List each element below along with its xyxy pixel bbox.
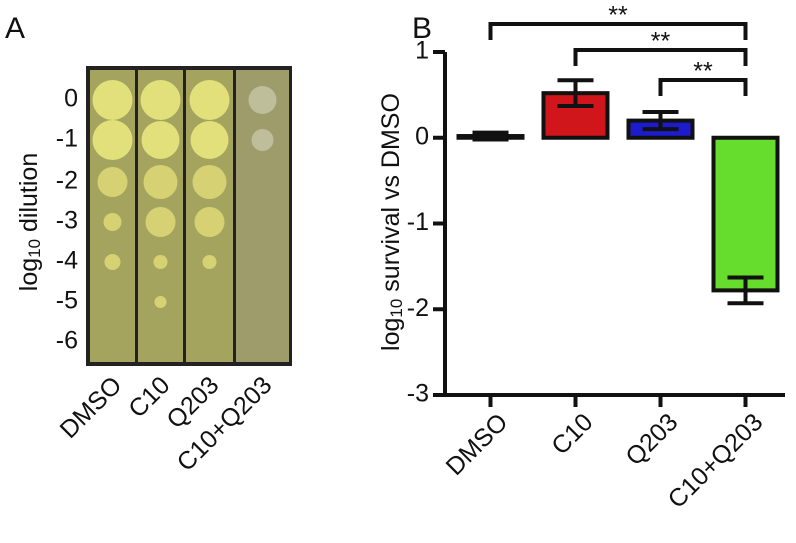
bar: [711, 135, 780, 293]
y-tick-label: 1: [415, 37, 429, 65]
panel-label: B: [412, 12, 432, 45]
column-label: DMSO: [55, 371, 128, 444]
dilution-label: -1: [56, 125, 78, 153]
colony-spot: [140, 80, 181, 120]
colony-spot: [192, 165, 227, 199]
colony-spot: [141, 121, 180, 159]
panel-label: A: [5, 12, 25, 45]
y-axis-label: log10 survival vs DMSO: [377, 93, 407, 351]
error-bar: [472, 130, 509, 142]
colony-spot: [143, 165, 178, 199]
error-bar: [642, 110, 679, 132]
dilution-label: -2: [56, 167, 78, 195]
significance-bracket: [573, 48, 748, 66]
dilution-label: -4: [56, 247, 78, 275]
dilution-label: -5: [56, 287, 78, 315]
dilution-label: 0: [64, 85, 78, 113]
dilution-label: -6: [56, 327, 78, 355]
colony-spot: [248, 86, 277, 114]
significance-label: **: [608, 2, 628, 30]
colony-spot: [153, 255, 168, 269]
colony-spot: [104, 254, 121, 270]
y-tick-label: 0: [415, 122, 429, 150]
x-tick-label: Q203: [620, 408, 683, 471]
colony-spot: [190, 121, 229, 159]
colony-spot: [103, 213, 122, 231]
y-tick-label: -1: [407, 208, 429, 236]
colony-spot: [202, 255, 217, 269]
colony-spot: [145, 207, 176, 237]
significance-bracket: [658, 78, 748, 96]
x-tick-label: C10: [546, 408, 598, 460]
error-bar: [557, 78, 594, 109]
plate-lane: [236, 70, 289, 362]
colony-spot: [189, 80, 230, 120]
colony-spot: [194, 207, 225, 237]
significance-label: **: [693, 58, 713, 86]
colony-spot: [154, 296, 167, 308]
colony-spot: [92, 80, 133, 120]
y-tick-label: -2: [407, 294, 429, 322]
significance-label: **: [651, 28, 671, 56]
colony-spot: [97, 167, 128, 197]
colony-spot: [92, 120, 133, 160]
significance-bracket: [488, 22, 748, 40]
colony-spot: [251, 129, 274, 151]
dilution-label: -3: [56, 207, 78, 235]
y-axis-label: log10 dilution: [15, 153, 45, 291]
y-tick-label: -3: [407, 380, 429, 408]
x-tick-label: DMSO: [441, 408, 514, 481]
error-bar: [727, 275, 764, 306]
